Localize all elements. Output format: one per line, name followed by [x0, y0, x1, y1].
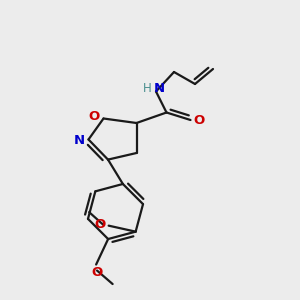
Text: O: O: [89, 110, 100, 124]
Text: O: O: [94, 218, 105, 231]
Text: O: O: [92, 266, 103, 279]
Text: N: N: [154, 82, 165, 95]
Text: O: O: [193, 114, 205, 127]
Text: N: N: [74, 134, 85, 147]
Text: H: H: [142, 82, 152, 95]
